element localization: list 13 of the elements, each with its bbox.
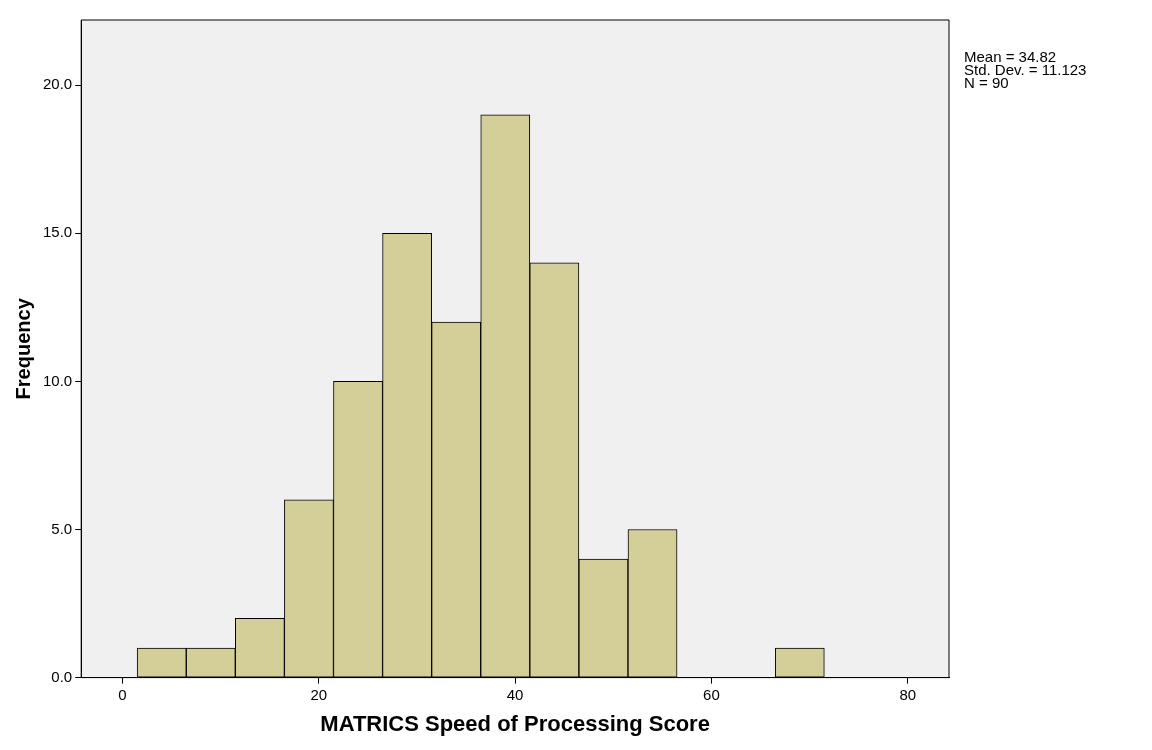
x-tick-label: 60	[703, 685, 720, 703]
x-tick-label: 20	[310, 685, 328, 703]
y-tick-label: 5.0	[51, 519, 73, 537]
y-axis-title: Frequency	[11, 297, 34, 400]
y-tick-label: 15.0	[42, 223, 73, 241]
y-tick-label: 0.0	[51, 667, 73, 685]
text: Mean = 34.82	[964, 47, 1057, 65]
x-axis-title: MATRICS Speed of Processing Score	[320, 710, 710, 736]
y-tick-label: 10.0	[42, 371, 73, 389]
y-tick-label: 20.0	[42, 75, 73, 93]
x-tick-label: 0	[118, 685, 127, 703]
x-tick-label: 40	[506, 685, 524, 703]
x-tick-label: 80	[899, 685, 917, 703]
